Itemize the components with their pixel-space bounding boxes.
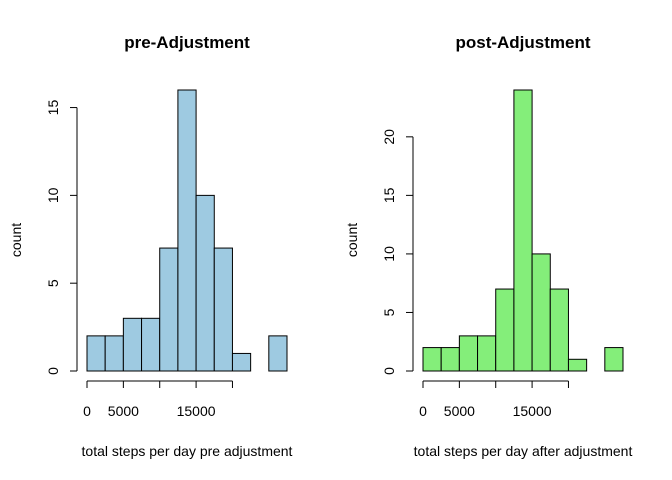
x-tick-label: 5000 (108, 403, 139, 419)
y-tick-label: 0 (45, 367, 61, 375)
x-axis-label: total steps per day pre adjustment (82, 443, 293, 459)
histogram-bar (231, 352, 252, 372)
pre-adjustment-panel: pre-Adjustment total steps per day pre a… (8, 33, 293, 459)
histogram-bar (440, 347, 460, 372)
histogram-bar (458, 335, 479, 372)
y-axis: 0 5 10 15 20 (381, 129, 414, 375)
y-axis-label: count (344, 223, 360, 257)
y-axis: 0 5 10 15 (45, 100, 78, 375)
histogram-bar (531, 253, 551, 372)
x-tick-label: 0 (83, 403, 91, 419)
x-tick-label: 15000 (513, 403, 552, 419)
histogram-bar (477, 335, 497, 372)
bars (86, 89, 288, 372)
y-tick-label: 15 (45, 100, 61, 116)
bars (422, 89, 624, 372)
histogram-bar (422, 347, 442, 372)
y-tick-label: 10 (45, 187, 61, 203)
y-tick-label: 10 (381, 246, 397, 262)
histogram-bar (122, 317, 143, 372)
histogram-bar (159, 247, 179, 372)
chart-title: post-Adjustment (455, 33, 590, 52)
x-axis: 0 5000 15000 (83, 380, 233, 419)
histogram-bar (86, 335, 106, 372)
x-tick-label: 15000 (177, 403, 216, 419)
x-tick-label: 5000 (444, 403, 475, 419)
y-axis-label: count (8, 223, 24, 257)
y-tick-label: 15 (381, 187, 397, 203)
histogram-bar (513, 89, 533, 372)
histogram-bar (177, 89, 197, 372)
histogram-bar (604, 347, 624, 372)
x-axis: 0 5000 15000 (419, 380, 569, 419)
post-adjustment-panel: post-Adjustment total steps per day afte… (344, 33, 632, 459)
y-tick-label: 5 (381, 308, 397, 316)
y-tick-label: 20 (381, 129, 397, 145)
histogram-bar (104, 335, 124, 372)
chart-title: pre-Adjustment (124, 33, 250, 52)
x-tick-label: 0 (419, 403, 427, 419)
histogram-bar (567, 358, 588, 372)
histogram-bar (141, 317, 161, 372)
y-tick-label: 5 (45, 279, 61, 287)
histogram-bar (195, 194, 215, 372)
histogram-bar (549, 288, 569, 372)
histogram-bar (495, 288, 515, 372)
histogram-bar (213, 247, 233, 372)
x-axis-label: total steps per day after adjustment (414, 443, 633, 459)
y-tick-label: 0 (381, 367, 397, 375)
histogram-bar (268, 335, 288, 372)
